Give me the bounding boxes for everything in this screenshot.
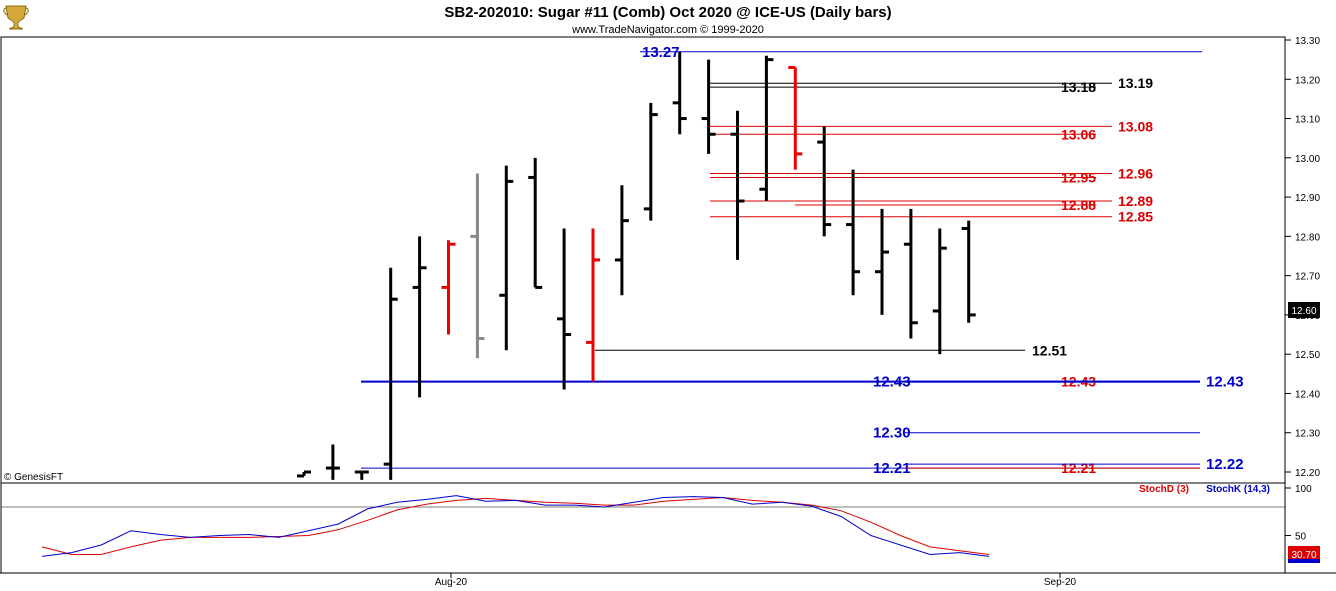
price-tick-label: 12.90 (1295, 193, 1320, 204)
ohlc-bar (643, 102, 658, 221)
level-label: 12.51 (1032, 342, 1067, 358)
level-label: 13.08 (1118, 118, 1153, 134)
level-label: 12.89 (1118, 193, 1153, 209)
ohlc-bar (788, 65, 803, 170)
ohlc-bar (586, 228, 600, 382)
stochk-legend: StochK (14,3) (1206, 484, 1270, 495)
ohlc-bar (817, 126, 832, 237)
stochastic-indicator: 100 50 (1, 484, 1312, 557)
ohlc-bar (383, 267, 398, 480)
price-tick-label: 13.20 (1295, 75, 1320, 86)
date-axis: Aug-20 Sep-20 (435, 573, 1077, 588)
price-tick-label: 12.70 (1295, 272, 1320, 283)
last-price-label: 12.60 (1291, 306, 1316, 317)
level-label: 13.06 (1061, 126, 1096, 142)
ohlc-bar (557, 228, 572, 390)
chart-subtitle: www.TradeNavigator.com © 1999-2020 (571, 24, 764, 36)
chart-title: SB2-202010: Sugar #11 (Comb) Oct 2020 @ … (444, 4, 891, 21)
ohlc-bar (499, 165, 514, 351)
level-label: 13.18 (1061, 79, 1096, 95)
ohlc-bar (730, 110, 745, 260)
ohlc-bar (528, 157, 543, 289)
copyright-label: © GenesisFT (4, 472, 63, 483)
ohlc-bars (297, 51, 976, 480)
stochk-line (41, 495, 990, 557)
level-label: 12.85 (1118, 209, 1153, 225)
ohlc-bar (470, 173, 485, 359)
stoch-last-value-box (1288, 546, 1320, 562)
ohlc-bar (903, 208, 918, 339)
ohlc-bar (846, 169, 861, 296)
price-tick-label: 12.30 (1295, 429, 1320, 440)
price-tick-label: 12.40 (1295, 389, 1320, 400)
level-label: 12.21 (873, 460, 911, 477)
level-label: 12.22 (1206, 456, 1244, 473)
level-label: 12.30 (873, 425, 911, 442)
ohlc-bar (875, 208, 889, 315)
level-label: 13.27 (642, 44, 680, 61)
stoch-last-value: 30.70 (1291, 550, 1316, 561)
ohlc-bar (759, 55, 774, 202)
ohlc-bar (441, 240, 456, 335)
ohlc-bar (701, 59, 716, 154)
level-label: 12.43 (873, 374, 911, 391)
price-tick-label: 13.00 (1295, 154, 1320, 165)
last-price-box (1288, 302, 1320, 318)
stochd-legend: StochD (3) (1139, 484, 1189, 495)
ohlc-bar (672, 51, 687, 135)
date-tick-label: Sep-20 (1044, 577, 1077, 588)
level-label: 12.95 (1061, 169, 1096, 185)
ohlc-bar (961, 220, 976, 323)
date-tick-label: Aug-20 (435, 577, 468, 588)
level-label: 12.21 (1061, 460, 1096, 476)
horizontal-levels: 13.27 13.19 13.18 13.08 13.06 12.96 12.95 12.89… (361, 44, 1244, 477)
stoch-tick-label: 50 (1295, 532, 1307, 543)
ohlc-bar (354, 470, 369, 480)
ohlc-bar (325, 444, 340, 480)
level-label: 13.19 (1118, 75, 1153, 91)
price-tick-label: 12.50 (1295, 350, 1320, 361)
stoch-last-value-underline (1288, 559, 1320, 563)
level-label: 12.96 (1118, 166, 1153, 182)
ohlc-bar (412, 236, 427, 398)
level-label: 12.43 (1206, 374, 1244, 391)
ohlc-bar (614, 185, 629, 296)
price-tick-label: 13.10 (1295, 115, 1320, 126)
price-tick-label: 12.20 (1295, 468, 1320, 479)
logo-trophy-icon (3, 5, 29, 30)
level-label: 12.88 (1061, 197, 1096, 213)
price-tick-label: 12.80 (1295, 232, 1320, 243)
price-tick-label: 13.30 (1295, 36, 1320, 47)
ohlc-bar (297, 470, 311, 478)
ohlc-bar (932, 228, 947, 355)
stoch-tick-label: 100 (1295, 484, 1312, 495)
